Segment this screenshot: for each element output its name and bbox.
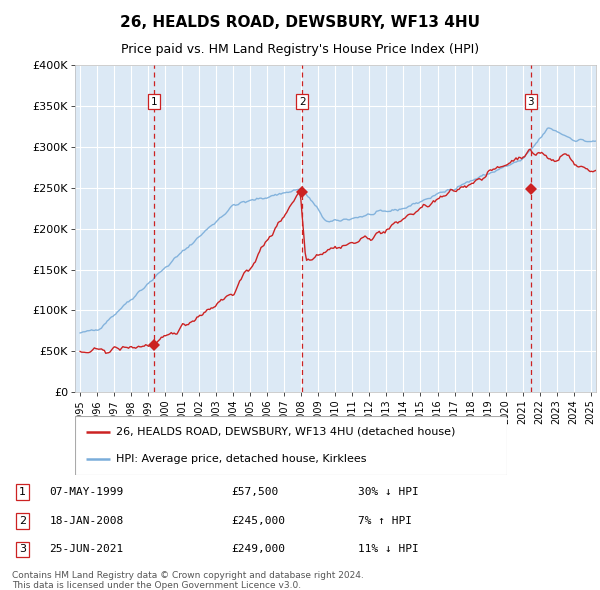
Text: HPI: Average price, detached house, Kirklees: HPI: Average price, detached house, Kirk… [116, 454, 367, 464]
Text: This data is licensed under the Open Government Licence v3.0.: This data is licensed under the Open Gov… [12, 581, 301, 589]
Text: 7% ↑ HPI: 7% ↑ HPI [358, 516, 412, 526]
Text: 18-JAN-2008: 18-JAN-2008 [49, 516, 124, 526]
Text: Contains HM Land Registry data © Crown copyright and database right 2024.: Contains HM Land Registry data © Crown c… [12, 571, 364, 579]
Text: £249,000: £249,000 [231, 545, 285, 554]
Text: 26, HEALDS ROAD, DEWSBURY, WF13 4HU (detached house): 26, HEALDS ROAD, DEWSBURY, WF13 4HU (det… [116, 427, 455, 437]
Text: 3: 3 [527, 97, 534, 107]
Text: Price paid vs. HM Land Registry's House Price Index (HPI): Price paid vs. HM Land Registry's House … [121, 43, 479, 56]
Text: 30% ↓ HPI: 30% ↓ HPI [358, 487, 418, 497]
Text: 2: 2 [299, 97, 305, 107]
Text: 07-MAY-1999: 07-MAY-1999 [49, 487, 124, 497]
Text: 11% ↓ HPI: 11% ↓ HPI [358, 545, 418, 554]
Text: 1: 1 [151, 97, 157, 107]
Text: 2: 2 [19, 516, 26, 526]
Text: £57,500: £57,500 [231, 487, 278, 497]
Text: 25-JUN-2021: 25-JUN-2021 [49, 545, 124, 554]
Text: 26, HEALDS ROAD, DEWSBURY, WF13 4HU: 26, HEALDS ROAD, DEWSBURY, WF13 4HU [120, 15, 480, 30]
Text: 1: 1 [19, 487, 26, 497]
Text: 3: 3 [19, 545, 26, 554]
FancyBboxPatch shape [75, 416, 507, 475]
Text: £245,000: £245,000 [231, 516, 285, 526]
